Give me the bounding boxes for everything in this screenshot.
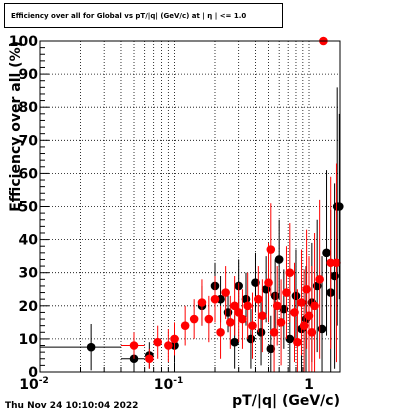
- data-point: [221, 288, 230, 297]
- data-point: [282, 288, 291, 297]
- data-point: [248, 321, 257, 330]
- data-point: [274, 255, 284, 264]
- data-point: [164, 341, 173, 350]
- y-tick-label: 70: [19, 133, 39, 149]
- data-point: [170, 334, 179, 344]
- grid: [40, 41, 340, 372]
- data-point: [223, 308, 233, 317]
- data-point: [272, 301, 282, 311]
- data-point: [285, 268, 295, 278]
- data-point: [270, 291, 280, 301]
- data-point: [269, 327, 279, 337]
- data-point: [234, 308, 243, 317]
- y-tick-label: 100: [9, 34, 38, 50]
- data-point: [266, 245, 276, 254]
- data-point: [310, 301, 319, 311]
- data-point: [317, 324, 327, 334]
- data-point: [204, 314, 214, 324]
- data-point: [251, 278, 260, 287]
- x-axis-label: pT/|q| (GeV/c): [232, 393, 340, 409]
- data-point: [315, 275, 324, 284]
- data-point: [285, 334, 295, 344]
- data-point: [322, 248, 331, 258]
- x-tick-label: 1: [304, 377, 314, 393]
- y-tick-label: 90: [19, 67, 39, 83]
- data-point: [216, 327, 225, 337]
- x-tick-label: 10-1: [154, 376, 183, 393]
- data-point: [226, 318, 235, 327]
- data-point: [129, 341, 139, 350]
- data-point: [145, 354, 154, 364]
- data-point: [304, 311, 314, 321]
- data-point: [299, 321, 309, 330]
- data-point: [230, 337, 239, 347]
- data-point: [302, 284, 311, 294]
- chart-title: Efficiency over all for Global vs pT/|q|…: [11, 12, 247, 20]
- plot-frame: [39, 40, 341, 373]
- data-point: [307, 327, 317, 337]
- data-point: [256, 327, 266, 337]
- y-tick-label: 20: [19, 299, 39, 315]
- series-black: [40, 87, 344, 372]
- data-point: [246, 334, 256, 344]
- y-tick-label: 80: [19, 100, 39, 116]
- data-point: [238, 314, 247, 324]
- data-point: [276, 318, 286, 327]
- y-tick-label: 30: [19, 266, 39, 282]
- y-tick-label: 10: [19, 332, 39, 348]
- data-point: [153, 337, 162, 347]
- data-point: [210, 294, 220, 304]
- data-series: [40, 36, 344, 372]
- x-axis-ticks: 10-2 10-1 1: [19, 363, 314, 393]
- data-point: [266, 344, 276, 354]
- x-tick-exponent: -1: [173, 376, 183, 386]
- y-tick-label: 40: [19, 233, 39, 249]
- series-red: [120, 36, 341, 372]
- data-point: [243, 301, 252, 311]
- data-point: [254, 294, 263, 304]
- y-tick-label: 60: [19, 166, 39, 182]
- data-point: [264, 278, 273, 287]
- timestamp: Thu Nov 24 10:10:04 2022: [5, 401, 139, 411]
- y-axis-ticks: 0 10 20 30 40 50 60 70 80 90 100: [9, 34, 49, 381]
- x-tick-exponent: -2: [39, 376, 49, 386]
- data-point: [180, 321, 190, 330]
- data-point: [335, 202, 344, 211]
- data-point: [230, 301, 239, 311]
- data-point: [189, 314, 199, 324]
- data-point: [293, 337, 302, 347]
- y-axis-label: Efficiency over all (%): [8, 41, 24, 212]
- data-point: [86, 342, 96, 352]
- chart-title-box: Efficiency over all for Global vs pT/|q|…: [4, 3, 283, 28]
- y-tick-label: 50: [19, 200, 39, 216]
- data-point: [197, 298, 207, 307]
- data-point: [291, 291, 301, 301]
- data-point: [290, 308, 299, 317]
- data-point: [258, 311, 267, 321]
- y-tick-label: 0: [28, 365, 38, 381]
- data-point: [332, 258, 341, 268]
